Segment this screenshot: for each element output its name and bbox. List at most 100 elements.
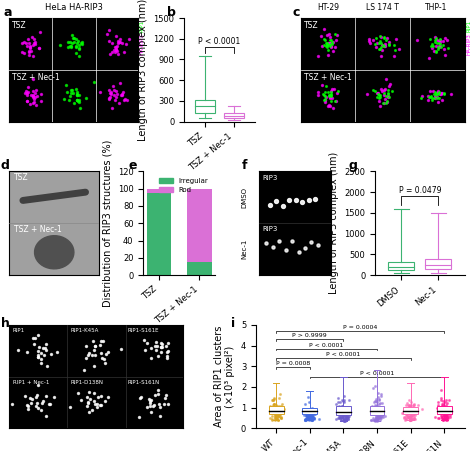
Point — [307, 414, 315, 422]
Point — [372, 418, 379, 425]
Point — [276, 391, 283, 398]
Point — [373, 414, 380, 422]
Point — [23, 98, 31, 105]
Point — [406, 405, 414, 412]
Point — [338, 403, 346, 410]
Point — [441, 415, 449, 423]
Point — [104, 393, 111, 400]
Point — [162, 391, 169, 398]
Point — [438, 407, 446, 414]
Point — [320, 41, 328, 49]
Point — [269, 396, 277, 403]
Point — [410, 415, 417, 422]
Point — [326, 40, 334, 47]
Point — [405, 413, 412, 420]
Point — [118, 91, 125, 98]
Point — [305, 410, 312, 417]
Point — [438, 395, 445, 402]
Text: TSZ: TSZ — [304, 21, 319, 30]
Point — [155, 387, 162, 394]
Point — [86, 396, 93, 403]
Point — [432, 90, 440, 97]
Point — [376, 399, 384, 406]
Point — [269, 244, 276, 251]
Point — [150, 401, 158, 409]
Point — [27, 100, 34, 107]
Point — [336, 405, 343, 412]
Point — [374, 404, 381, 411]
Point — [164, 348, 171, 355]
Point — [400, 409, 407, 416]
Point — [409, 411, 417, 419]
Point — [288, 237, 296, 244]
Point — [156, 403, 164, 410]
Point — [307, 414, 315, 421]
Point — [109, 82, 117, 89]
Point — [407, 410, 414, 417]
Point — [376, 92, 384, 99]
Point — [374, 91, 382, 98]
Point — [383, 99, 390, 106]
Point — [111, 96, 119, 103]
Point — [309, 416, 316, 423]
Point — [442, 411, 450, 418]
Point — [372, 395, 380, 402]
Point — [430, 48, 438, 55]
Point — [70, 34, 77, 41]
Point — [384, 92, 392, 100]
Text: RIP1: RIP1 — [466, 20, 471, 32]
Point — [438, 414, 446, 422]
Point — [30, 40, 38, 47]
Point — [317, 32, 325, 39]
Point — [432, 42, 440, 50]
Point — [435, 415, 443, 422]
Point — [434, 398, 441, 405]
Point — [324, 43, 331, 51]
Point — [314, 242, 322, 249]
Point — [376, 414, 384, 421]
Point — [301, 416, 309, 423]
Point — [307, 415, 314, 422]
Point — [70, 39, 78, 46]
Point — [342, 404, 350, 411]
Point — [107, 51, 114, 58]
Point — [273, 412, 281, 419]
Point — [328, 94, 336, 101]
Point — [410, 414, 418, 422]
Point — [76, 99, 83, 106]
Point — [314, 92, 322, 99]
Point — [340, 414, 347, 421]
Point — [441, 34, 448, 41]
Point — [370, 417, 377, 424]
Point — [274, 413, 282, 420]
Point — [306, 416, 313, 423]
Point — [442, 415, 450, 422]
Text: RIP1-D138N: RIP1-D138N — [70, 380, 103, 385]
Point — [336, 414, 344, 421]
Point — [300, 412, 308, 419]
Point — [440, 402, 447, 410]
Point — [73, 96, 81, 103]
Point — [73, 40, 81, 47]
Point — [380, 33, 388, 41]
Point — [53, 349, 61, 356]
Point — [302, 415, 310, 422]
Point — [273, 416, 281, 423]
Point — [36, 29, 43, 36]
Point — [301, 400, 309, 408]
Point — [435, 89, 443, 96]
Point — [341, 397, 348, 404]
Point — [39, 344, 47, 351]
Point — [73, 96, 80, 103]
Point — [322, 42, 330, 50]
Point — [109, 40, 116, 47]
Point — [435, 42, 443, 50]
Text: RIP1-K45A: RIP1-K45A — [70, 328, 99, 333]
Point — [37, 355, 45, 363]
Point — [341, 410, 348, 417]
Point — [407, 413, 414, 420]
Point — [439, 416, 447, 423]
Point — [442, 408, 450, 415]
Bar — [146, 189, 171, 193]
Point — [75, 53, 83, 60]
